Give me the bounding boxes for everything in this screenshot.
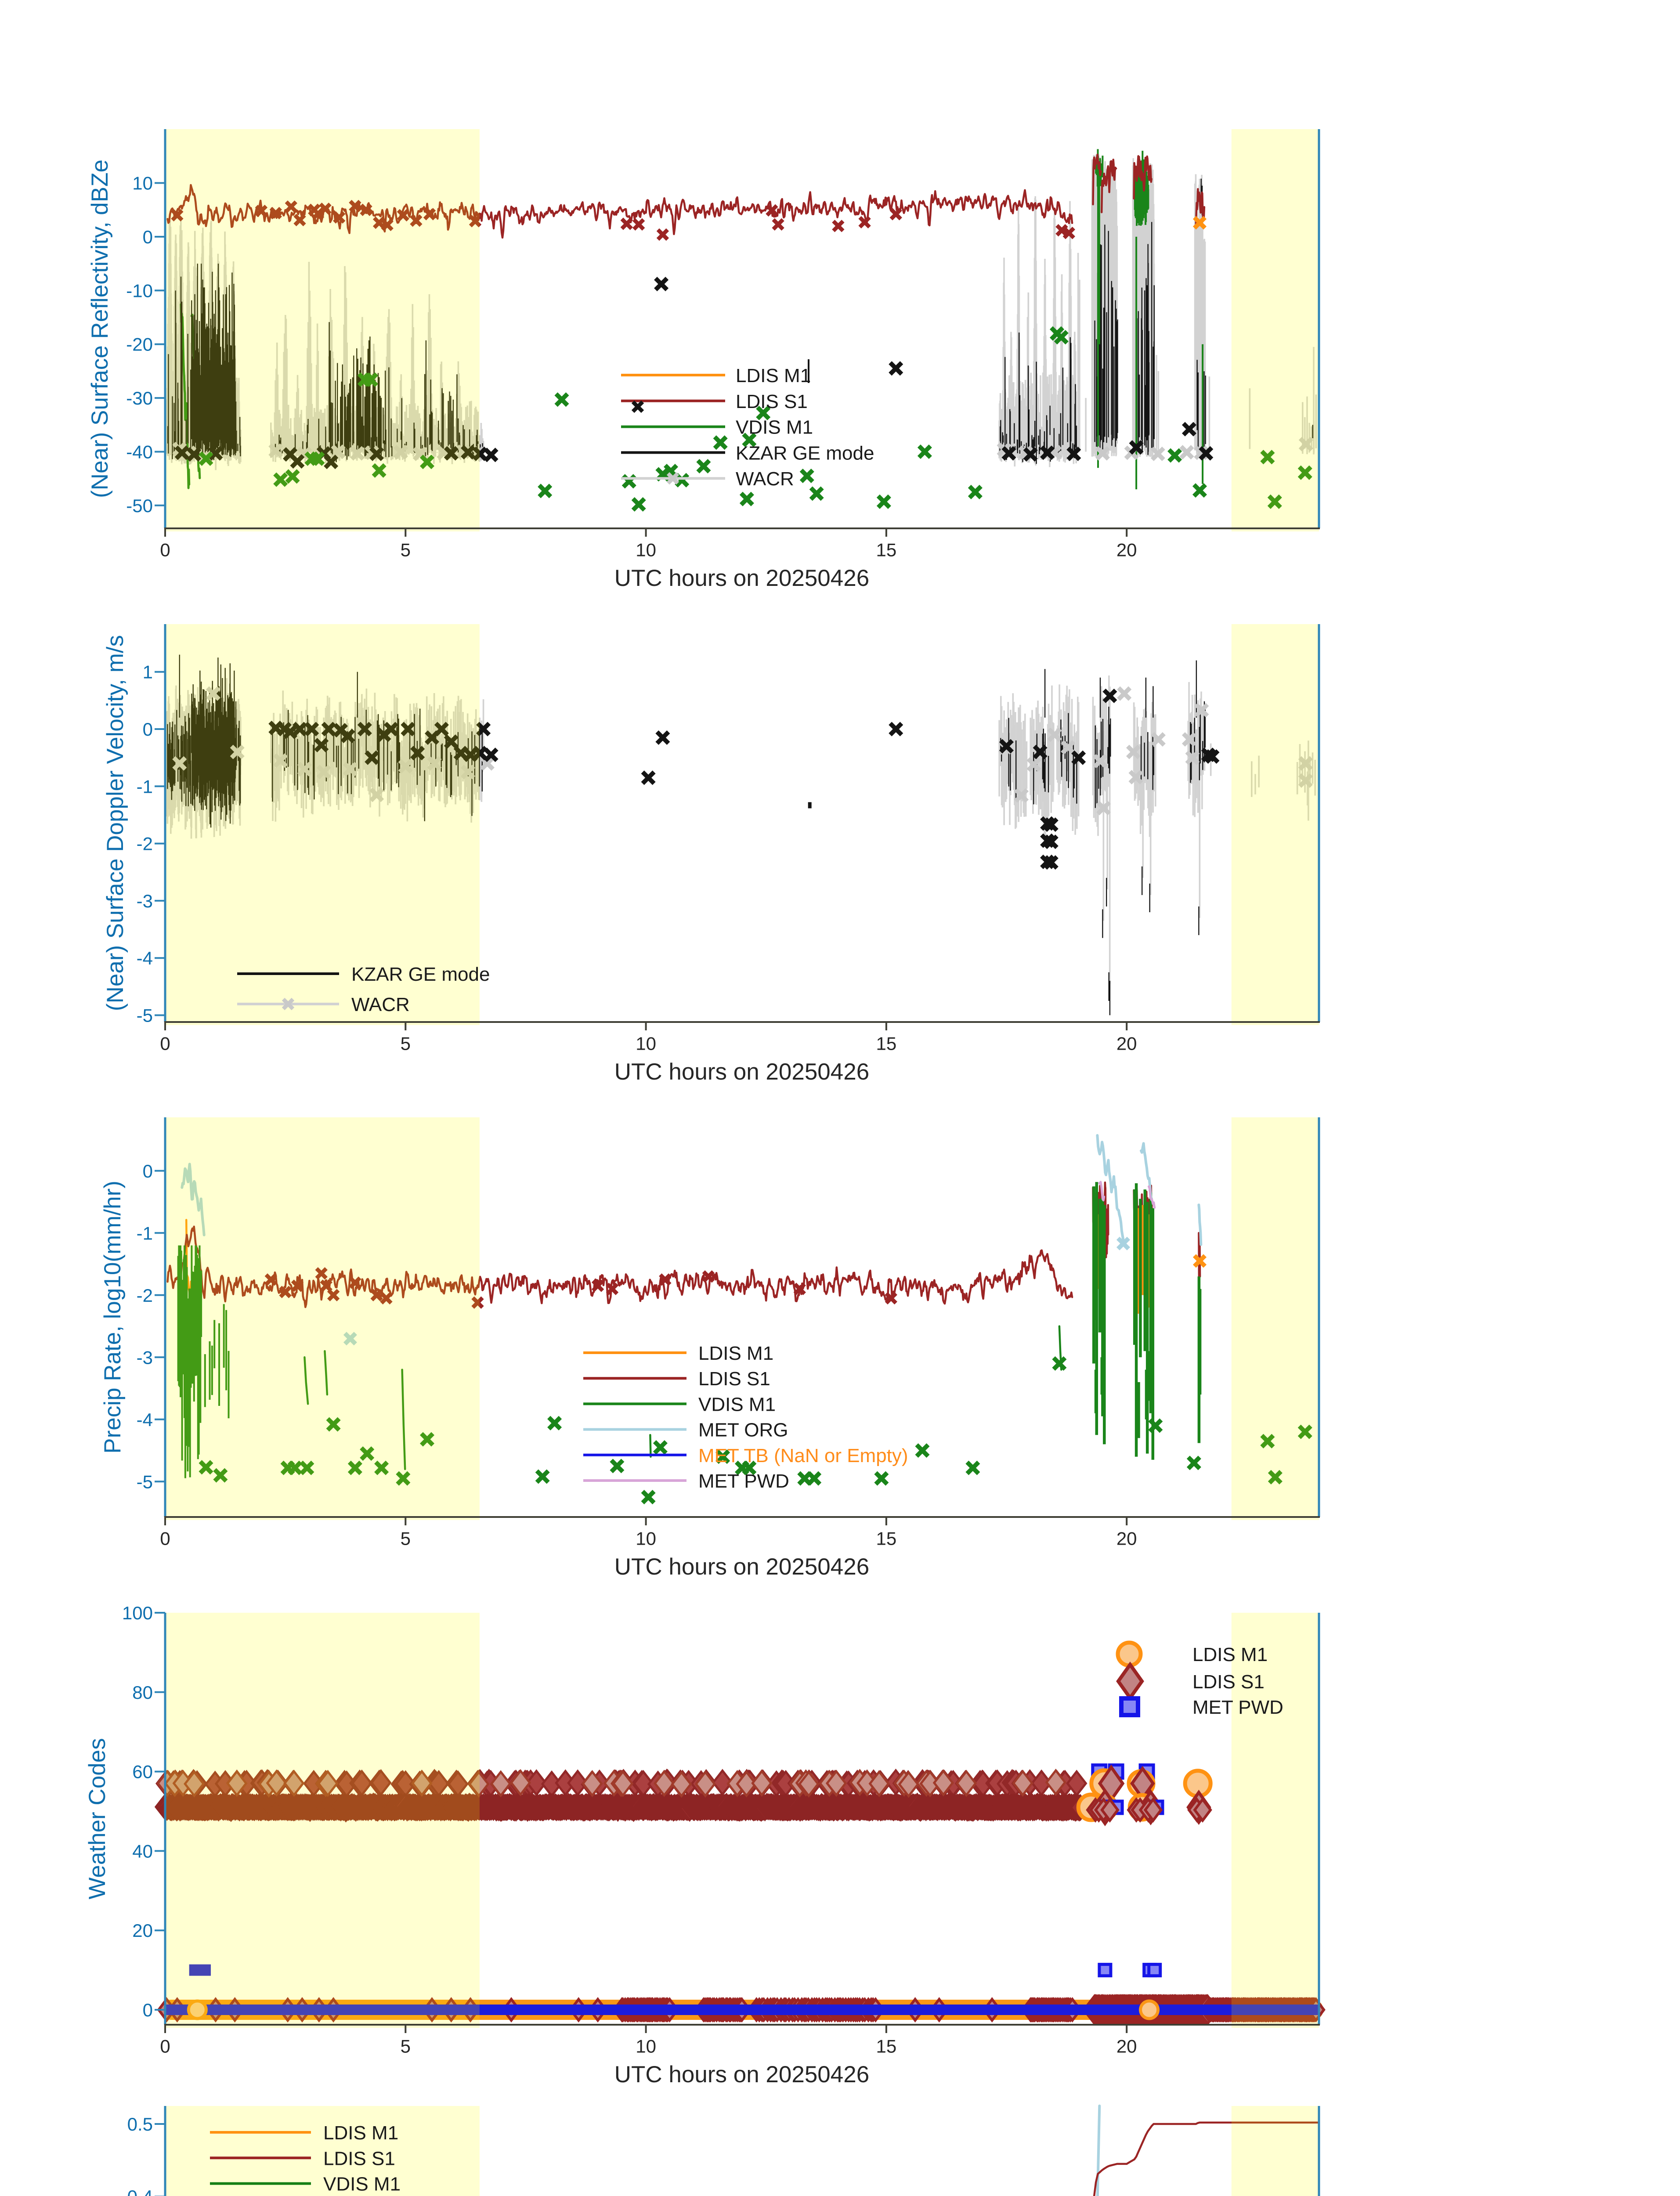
svg-text:20: 20 [1116,540,1137,560]
svg-text:MET ORG: MET ORG [698,1419,788,1441]
svg-text:LDIS M1: LDIS M1 [736,365,811,386]
svg-text:60: 60 [132,1762,153,1782]
svg-text:10: 10 [132,173,153,194]
svg-text:WACR: WACR [351,994,410,1015]
svg-text:-2: -2 [137,834,153,854]
svg-text:5: 5 [401,2036,411,2057]
svg-text:VDIS M1: VDIS M1 [323,2174,401,2195]
svg-text:20: 20 [1116,2036,1137,2057]
svg-text:UTC hours on 20250426: UTC hours on 20250426 [614,565,869,591]
svg-text:MET PWD: MET PWD [698,1470,789,1492]
svg-text:-3: -3 [137,891,153,911]
svg-text:UTC hours on 20250426: UTC hours on 20250426 [614,1554,869,1580]
svg-text:20: 20 [132,1920,153,1941]
svg-text:0.4: 0.4 [127,2186,153,2196]
svg-text:LDIS M1: LDIS M1 [698,1343,773,1364]
svg-text:-10: -10 [126,280,153,301]
svg-text:LDIS M1: LDIS M1 [1192,1644,1268,1665]
svg-text:80: 80 [132,1682,153,1703]
svg-text:-5: -5 [137,1471,153,1492]
svg-text:15: 15 [876,1528,897,1549]
svg-text:0: 0 [160,2036,170,2057]
svg-text:0: 0 [160,540,170,560]
svg-text:KZAR GE mode: KZAR GE mode [351,964,490,985]
svg-text:0: 0 [143,719,153,740]
svg-text:LDIS S1: LDIS S1 [1192,1671,1265,1693]
svg-text:15: 15 [876,540,897,560]
svg-text:20: 20 [1116,1033,1137,1054]
svg-text:-2: -2 [137,1285,153,1306]
svg-text:VDIS M1: VDIS M1 [698,1394,776,1415]
svg-text:0: 0 [143,227,153,247]
svg-text:10: 10 [636,1528,656,1549]
svg-text:LDIS M1: LDIS M1 [323,2122,398,2144]
svg-text:15: 15 [876,2036,897,2057]
svg-text:0: 0 [160,1528,170,1549]
svg-text:KZAR GE mode: KZAR GE mode [736,442,874,464]
svg-text:Precip Rate, log10(mm/hr): Precip Rate, log10(mm/hr) [100,1181,126,1453]
svg-text:(Near) Surface Reflectivity, d: (Near) Surface Reflectivity, dBZe [87,159,113,498]
svg-text:-3: -3 [137,1347,153,1368]
svg-text:15: 15 [876,1033,897,1054]
svg-text:40: 40 [132,1841,153,1861]
svg-text:-50: -50 [126,495,153,516]
svg-text:-4: -4 [137,948,153,968]
svg-text:-20: -20 [126,334,153,355]
svg-text:5: 5 [401,1528,411,1549]
svg-text:0: 0 [143,1161,153,1181]
svg-text:20: 20 [1116,1528,1137,1549]
svg-text:-1: -1 [137,776,153,797]
svg-text:-30: -30 [126,388,153,408]
svg-text:0: 0 [143,2000,153,2020]
svg-text:LDIS S1: LDIS S1 [698,1368,770,1390]
svg-text:MET TB (NaN or Empty): MET TB (NaN or Empty) [698,1445,908,1466]
svg-text:-4: -4 [137,1409,153,1430]
svg-text:LDIS S1: LDIS S1 [736,391,808,412]
svg-text:10: 10 [636,2036,656,2057]
svg-text:Weather Codes: Weather Codes [84,1738,110,1899]
svg-text:WACR: WACR [736,468,794,490]
svg-text:MET PWD: MET PWD [1192,1697,1283,1718]
svg-text:1: 1 [143,662,153,683]
svg-text:-1: -1 [137,1223,153,1243]
svg-text:LDIS S1: LDIS S1 [323,2148,395,2169]
svg-text:5: 5 [401,1033,411,1054]
svg-text:10: 10 [636,1033,656,1054]
svg-text:5: 5 [401,540,411,560]
svg-text:VDIS M1: VDIS M1 [736,417,813,438]
svg-text:-5: -5 [137,1005,153,1026]
svg-text:0: 0 [160,1033,170,1054]
svg-text:100: 100 [122,1603,153,1623]
svg-text:-40: -40 [126,442,153,462]
svg-text:10: 10 [636,540,656,560]
svg-text:0.5: 0.5 [127,2114,153,2135]
svg-text:UTC hours on 20250426: UTC hours on 20250426 [614,1059,869,1085]
svg-text:(Near) Surface Doppler Velocit: (Near) Surface Doppler Velocity, m/s [102,635,128,1011]
svg-text:UTC hours on 20250426: UTC hours on 20250426 [614,2062,869,2088]
